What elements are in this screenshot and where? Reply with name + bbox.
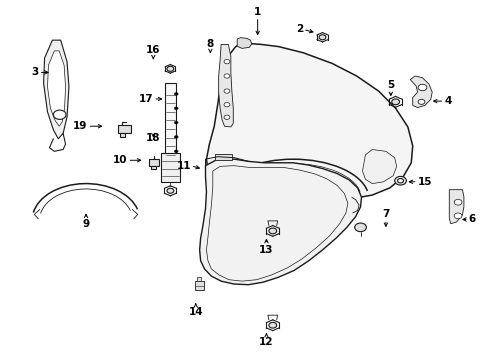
- Polygon shape: [47, 51, 65, 126]
- Circle shape: [354, 223, 366, 231]
- Bar: [164, 83, 176, 162]
- Text: 1: 1: [254, 7, 261, 17]
- Text: 4: 4: [444, 96, 451, 106]
- Circle shape: [453, 199, 461, 205]
- Text: 12: 12: [259, 337, 273, 347]
- Polygon shape: [206, 42, 412, 203]
- Polygon shape: [448, 190, 463, 224]
- Text: 14: 14: [188, 307, 203, 317]
- Circle shape: [224, 115, 229, 120]
- Circle shape: [166, 188, 173, 193]
- Circle shape: [174, 150, 178, 153]
- Bar: [120, 133, 124, 137]
- Circle shape: [224, 103, 229, 107]
- Circle shape: [319, 35, 325, 40]
- Text: 6: 6: [468, 215, 475, 224]
- Text: 15: 15: [417, 177, 431, 187]
- Text: 13: 13: [259, 244, 273, 255]
- Circle shape: [224, 89, 229, 93]
- Circle shape: [268, 322, 276, 328]
- Circle shape: [397, 179, 403, 183]
- Bar: [118, 126, 131, 133]
- Circle shape: [268, 228, 276, 234]
- Text: 11: 11: [176, 161, 190, 171]
- Circle shape: [417, 84, 426, 91]
- Polygon shape: [218, 44, 233, 127]
- Bar: [149, 159, 159, 166]
- Text: 7: 7: [382, 210, 389, 220]
- Polygon shape: [362, 149, 396, 184]
- Bar: [196, 277, 200, 282]
- Text: 16: 16: [146, 45, 160, 55]
- Text: 3: 3: [31, 67, 39, 77]
- Polygon shape: [43, 40, 69, 139]
- Circle shape: [166, 66, 173, 71]
- Text: 10: 10: [113, 155, 127, 165]
- Circle shape: [174, 135, 178, 138]
- Bar: [151, 166, 156, 169]
- Circle shape: [174, 107, 178, 110]
- Polygon shape: [237, 38, 251, 48]
- Polygon shape: [199, 159, 361, 285]
- Polygon shape: [409, 76, 431, 108]
- Text: 19: 19: [73, 121, 87, 131]
- Circle shape: [391, 99, 399, 105]
- Text: 2: 2: [295, 24, 303, 35]
- Bar: [160, 153, 180, 182]
- Circle shape: [453, 213, 461, 219]
- Text: 9: 9: [82, 220, 89, 229]
- Circle shape: [224, 74, 229, 78]
- Circle shape: [417, 99, 424, 104]
- Circle shape: [224, 59, 229, 64]
- Circle shape: [53, 110, 66, 120]
- Circle shape: [174, 121, 178, 124]
- Circle shape: [394, 176, 406, 185]
- Bar: [215, 154, 232, 160]
- Text: 18: 18: [146, 133, 160, 143]
- Text: 5: 5: [386, 80, 394, 90]
- Text: 17: 17: [139, 94, 153, 104]
- Circle shape: [174, 93, 178, 95]
- Text: 8: 8: [206, 39, 214, 49]
- Bar: [194, 282, 203, 291]
